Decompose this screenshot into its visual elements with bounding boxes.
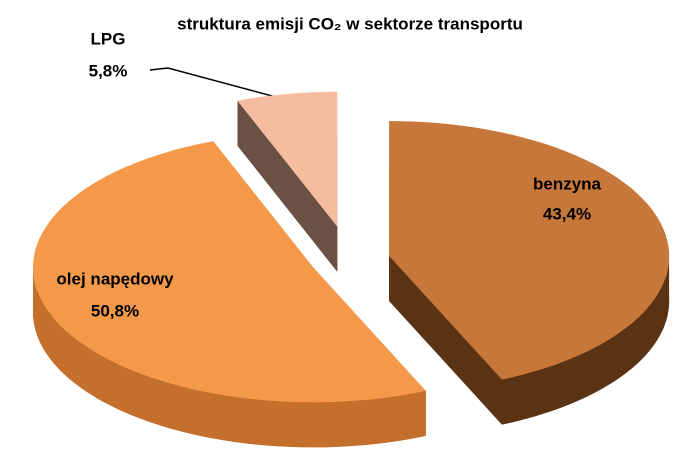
slice-rim [33,267,426,448]
chart-title: struktura emisji CO₂ w sektorze transpor… [177,14,523,33]
value-label: 43,4% [543,204,591,223]
slice-rim [502,256,670,425]
pie [33,91,670,448]
slice [33,141,426,403]
slice [237,91,338,227]
leader-line [149,67,303,105]
slice [389,121,670,380]
slice-wall [237,100,338,272]
slice-label: LPG [91,29,126,48]
slice-label: benzyna [533,174,602,193]
value-label: 5,8% [89,61,128,80]
slice-wall [389,256,502,425]
slice-label: olej napędowy [56,269,174,288]
value-label: 50,8% [91,301,139,320]
